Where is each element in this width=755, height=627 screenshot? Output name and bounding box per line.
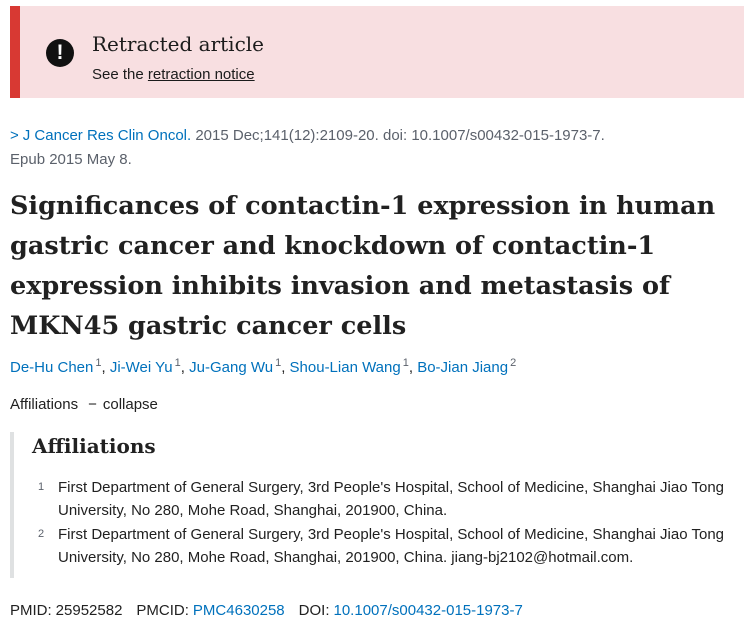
affiliations-panel: Affiliations 1 First Department of Genera… [10, 432, 745, 578]
affiliation-number: 1 [38, 481, 45, 493]
banner-text: See the retraction notice [92, 66, 255, 83]
affiliation-text: First Department of General Surgery, 3rd… [58, 526, 724, 566]
author-list: De-Hu Chen 1, Ji-Wei Yu 1, Ju-Gang Wu 1, Sh… [10, 357, 517, 376]
affiliations-list: 1 First Department of General Surgery, 3r… [38, 476, 748, 570]
affiliation-ref[interactable]: 1 [174, 357, 181, 369]
collapse-label[interactable]: collapse [102, 396, 158, 413]
affiliations-heading: Affiliations [32, 434, 156, 458]
retraction-notice-link[interactable]: retraction notice [147, 66, 255, 83]
citation-details: 2015 Dec;141(12):2109-20. doi: 10.1007/s… [191, 127, 605, 144]
author-link[interactable]: Ji-Wei Yu [109, 359, 173, 376]
banner-title: Retracted article [92, 32, 265, 56]
author-link[interactable]: De-Hu Chen [10, 359, 94, 376]
affiliation-item: 2 First Department of General Surgery, 3r… [38, 523, 748, 569]
doi-label: DOI: [298, 602, 330, 619]
author-link[interactable]: Ju-Gang Wu [189, 359, 274, 376]
retraction-banner: ! Retracted article See the retraction n… [10, 6, 744, 98]
affiliation-ref[interactable]: 1 [95, 357, 102, 369]
journal-link[interactable]: > J Cancer Res Clin Oncol. [10, 127, 191, 144]
chevron-right-icon: > [10, 127, 19, 144]
author-link[interactable]: Shou-Lian Wang [289, 359, 401, 376]
identifiers: PMID: 25952582 PMCID: PMC4630258 DOI: 10.1007… [10, 602, 523, 619]
author-link[interactable]: Bo-Jian Jiang [417, 359, 509, 376]
minus-icon: − [88, 396, 97, 413]
article-title: Significances of contactin-1 expression … [10, 191, 716, 341]
citation: > J Cancer Res Clin Oncol. 2015 Dec;141(1… [10, 124, 745, 172]
affiliation-text: First Department of General Surgery, 3rd… [58, 479, 724, 519]
pmcid-link[interactable]: PMC4630258 [192, 602, 285, 619]
affiliation-ref[interactable]: 2 [510, 357, 517, 369]
affiliation-item: 1 First Department of General Surgery, 3r… [38, 476, 748, 522]
pmcid-label: PMCID: [136, 602, 189, 619]
exclamation-icon: ! [46, 39, 74, 67]
epub-date: Epub 2015 May 8. [10, 151, 132, 168]
doi-link[interactable]: 10.1007/s00432-015-1973-7 [333, 602, 523, 619]
affiliations-toggle-label: Affiliations [10, 396, 79, 413]
banner-text-prefix: See the [92, 66, 148, 83]
pmid-label: PMID: [10, 602, 52, 619]
affiliations-toggle[interactable]: Affiliations − collapse [10, 396, 158, 413]
affiliation-number: 2 [38, 528, 45, 540]
affiliation-ref[interactable]: 1 [402, 357, 409, 369]
affiliation-ref[interactable]: 1 [275, 357, 282, 369]
journal-name: J Cancer Res Clin Oncol. [22, 127, 192, 144]
pmid-value: 25952582 [55, 602, 123, 619]
